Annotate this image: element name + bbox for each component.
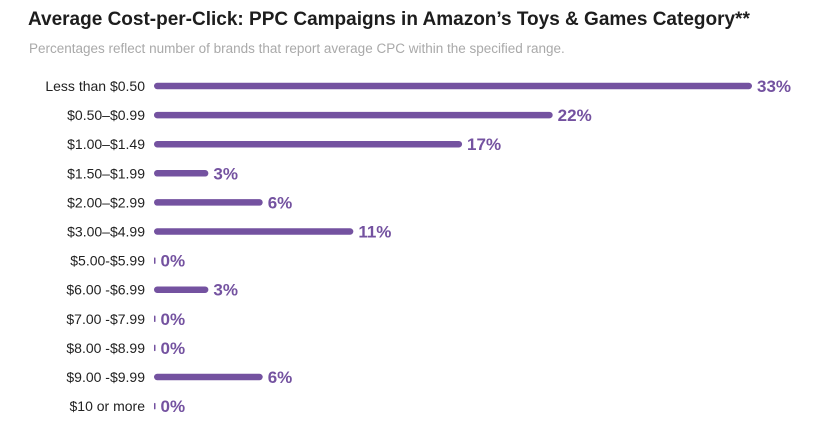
value-label: 0% — [161, 310, 186, 329]
value-label: 17% — [467, 135, 501, 154]
category-label: $10 or more — [70, 398, 146, 414]
bar — [154, 257, 156, 264]
category-label: $9.00 -$9.99 — [66, 369, 145, 385]
bar — [154, 140, 463, 148]
value-label: 0% — [161, 397, 186, 416]
bar — [154, 315, 156, 323]
bar — [154, 82, 752, 90]
bar — [154, 286, 209, 293]
category-label: $2.00–$2.99 — [67, 194, 145, 210]
value-label: 22% — [558, 106, 592, 125]
value-label: 0% — [161, 252, 186, 271]
chart-title: Average Cost-per-Click: PPC Campaigns in… — [28, 9, 750, 30]
bar — [154, 344, 156, 352]
value-label: 6% — [268, 193, 293, 212]
category-label: $5.00-$5.99 — [70, 253, 145, 269]
category-label: $8.00 -$8.99 — [66, 340, 145, 356]
category-label: $1.50–$1.99 — [67, 165, 145, 181]
category-label: $7.00 -$7.99 — [66, 311, 145, 327]
value-label: 6% — [268, 368, 293, 387]
category-label: $3.00–$4.99 — [67, 224, 145, 240]
category-label: Less than $0.50 — [45, 78, 145, 94]
category-label: $0.50–$0.99 — [67, 107, 145, 123]
value-label: 0% — [161, 339, 186, 358]
bar — [154, 111, 553, 119]
bar — [154, 373, 263, 381]
category-label: $6.00 -$6.99 — [66, 282, 145, 298]
value-label: 11% — [358, 223, 391, 242]
chart-subtitle: Percentages reflect number of brands tha… — [29, 41, 565, 56]
value-label: 3% — [213, 164, 238, 183]
bar — [154, 170, 209, 177]
value-label: 33% — [757, 77, 791, 96]
bar — [154, 199, 263, 206]
value-label: 3% — [213, 281, 238, 300]
bar — [154, 228, 354, 235]
category-label: $1.00–$1.49 — [67, 136, 145, 152]
bar — [154, 402, 156, 410]
